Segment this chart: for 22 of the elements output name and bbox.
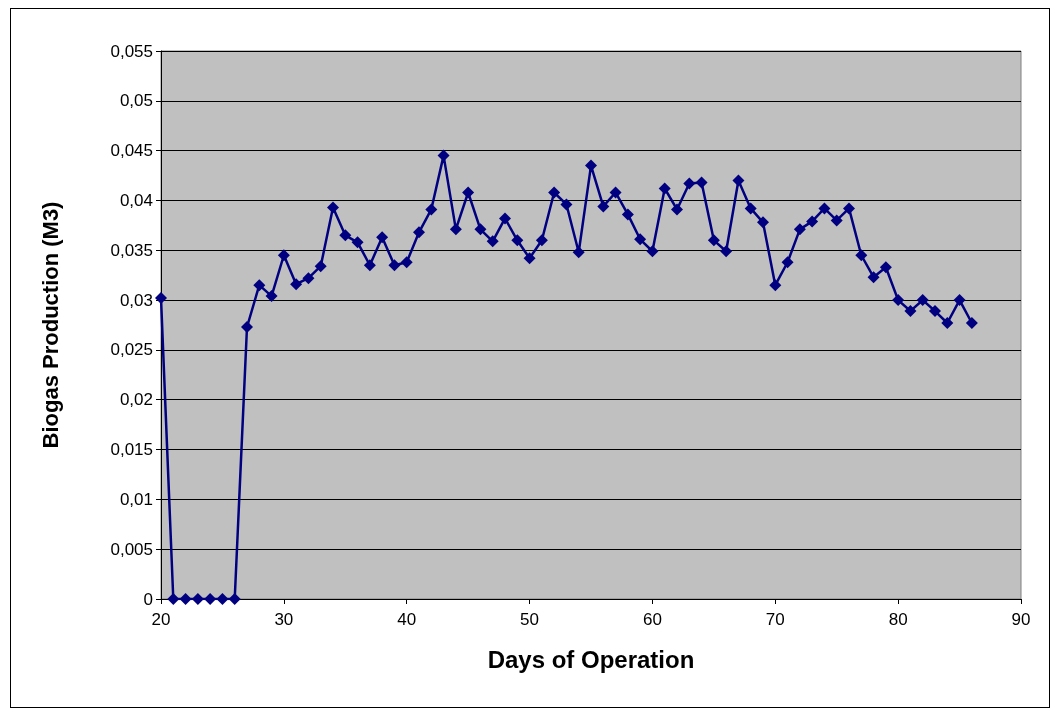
x-tick-label: 20 xyxy=(151,610,171,629)
y-tick-label: 0,04 xyxy=(119,190,153,210)
x-tick-label: 50 xyxy=(520,610,540,629)
y-tick-label: 0,02 xyxy=(119,390,153,410)
y-tick-label: 0,055 xyxy=(110,41,153,61)
y-tick-label: 0,035 xyxy=(110,240,153,260)
y-tick-label: 0,03 xyxy=(119,290,153,310)
y-tick-label: 0 xyxy=(143,589,153,609)
x-tick-label: 90 xyxy=(1011,610,1031,629)
y-tick-label: 0,045 xyxy=(110,141,153,161)
x-tick-label: 70 xyxy=(765,610,785,629)
x-axis-title: Days of Operation xyxy=(487,645,695,673)
y-tick-label: 0,005 xyxy=(110,539,153,559)
x-tick-label: 60 xyxy=(642,610,662,629)
y-tick-label: 0,05 xyxy=(119,91,153,111)
y-axis-title: Biogas Production (M3) xyxy=(37,201,63,449)
x-tick-label: 80 xyxy=(888,610,908,629)
y-tick-label: 0,025 xyxy=(110,340,153,360)
y-tick-label: 0,015 xyxy=(110,440,153,460)
x-tick-label: 30 xyxy=(274,610,294,629)
x-tick-label: 40 xyxy=(397,610,417,629)
y-tick-label: 0,01 xyxy=(119,489,153,509)
